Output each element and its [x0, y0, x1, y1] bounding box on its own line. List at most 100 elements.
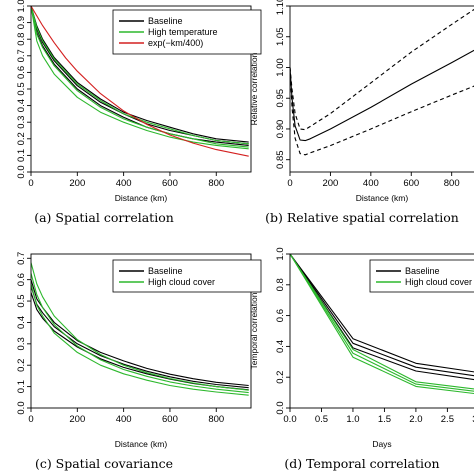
y-tick-label: 0.3 — [16, 337, 27, 350]
y-tick-label: 0.6 — [16, 66, 27, 79]
y-tick-label: 0.1 — [16, 149, 27, 162]
series-line-2-2 — [31, 273, 249, 394]
y-tick-label: 0.9 — [16, 16, 27, 29]
series-line-2-3 — [290, 254, 474, 390]
chart-panel-3: 0 200 400 600 800 0.0 0.1 0.2 0.3 0.4 0.5 0.6 0.7 Dis… — [16, 252, 262, 471]
x-tick-label: 0.0 — [283, 414, 296, 425]
y-tick-label: 1.0 — [16, 0, 27, 13]
panel-caption: (b) Relative spatial correlation — [265, 210, 459, 225]
y-tick-label: 1.10 — [275, 0, 286, 15]
x-tick-label: 0.5 — [315, 414, 328, 425]
x-tick-label: 2.5 — [441, 414, 454, 425]
x-axis-label: Distance (km) — [356, 193, 409, 203]
y-tick-label: 1.05 — [275, 27, 286, 46]
series-group — [31, 6, 249, 157]
y-tick-label: 0.4 — [16, 316, 27, 329]
y-tick-label: 0.2 — [16, 132, 27, 145]
y-tick-label: 0.1 — [16, 380, 27, 393]
x-tick-label: 400 — [116, 414, 132, 425]
x-tick-label: 600 — [162, 414, 178, 425]
series-line-1-3 — [31, 6, 249, 143]
x-tick-label: 200 — [69, 178, 85, 189]
y-tick-label: 0.0 — [16, 165, 27, 178]
series-line-2-3 — [31, 262, 249, 391]
y-tick-label: 0.5 — [16, 82, 27, 95]
plot-frame — [289, 253, 474, 409]
y-tick-label: 0.4 — [16, 99, 27, 112]
series-line-2-1 — [31, 6, 249, 150]
chart-panel-2: 0 200 400 600 800 0.85 0.90 0.95 1.00 1.05 1.10 Dis… — [249, 0, 474, 225]
x-tick-label: 1.0 — [346, 414, 359, 425]
y-tick-label: 0.8 — [16, 33, 27, 46]
x-tick-label: 800 — [444, 178, 460, 189]
y-axis-label: Temporal correlation — [249, 292, 259, 369]
x-tick-label: 1.5 — [378, 414, 391, 425]
series-line-3-1 — [290, 67, 474, 156]
series-line-2-1 — [31, 283, 249, 396]
legend-label: exp(−km/400) — [148, 38, 203, 48]
series-line-3-1 — [31, 6, 249, 157]
y-tick-label: 1.00 — [275, 58, 286, 77]
series-line-2-2 — [290, 254, 474, 392]
series-line-2-1 — [290, 8, 474, 131]
series-group — [290, 254, 474, 395]
y-tick-label: 0.4 — [275, 340, 286, 353]
legend-label: High cloud cover — [405, 277, 472, 287]
y-tick-label: 0.7 — [16, 252, 27, 265]
series-line-1-1 — [290, 49, 474, 142]
panel-caption: (d) Temporal correlation — [284, 456, 439, 471]
x-axis-label: Distance (km) — [115, 193, 168, 203]
y-tick-label: 0.2 — [16, 359, 27, 372]
y-tick-label: 0.5 — [16, 294, 27, 307]
x-tick-label: 0 — [28, 414, 33, 425]
legend-label: Baseline — [148, 266, 183, 276]
chart-panel-4: 0.0 0.5 1.0 1.5 2.0 2.5 3.0 0.0 0.2 0.4 0.6 0.8 1.0 D… — [249, 247, 474, 471]
y-tick-label: 0.8 — [275, 278, 286, 291]
y-tick-label: 0.3 — [16, 116, 27, 129]
y-tick-label: 0.0 — [275, 401, 286, 414]
y-tick-label: 0.6 — [16, 273, 27, 286]
chart-panel-1: 0 200 400 600 800 0.0 0.1 0.2 0.3 0.4 0.5 0.6 0.7 0.8… — [16, 0, 262, 225]
panel-caption: (c) Spatial covariance — [35, 456, 173, 471]
legend-label: Baseline — [148, 16, 183, 26]
plot-frame — [30, 253, 252, 409]
legend-box — [369, 259, 474, 293]
y-tick-label: 0.90 — [275, 120, 286, 139]
series-group — [290, 8, 474, 156]
legend-label: Baseline — [405, 266, 440, 276]
x-tick-label: 0 — [28, 178, 33, 189]
series-line-1-3 — [290, 254, 474, 373]
y-axis-label: Relative correlation — [249, 52, 259, 125]
legend-label: High cloud cover — [148, 277, 215, 287]
x-tick-label: 400 — [363, 178, 379, 189]
x-tick-label: 3.0 — [472, 414, 474, 425]
y-tick-label: 1.0 — [275, 247, 286, 260]
x-tick-label: 400 — [116, 178, 132, 189]
y-tick-label: 0.95 — [275, 89, 286, 108]
x-tick-label: 800 — [208, 178, 224, 189]
series-line-2-1 — [290, 254, 474, 395]
series-line-2-2 — [31, 6, 249, 148]
legend-label: High temperature — [148, 27, 218, 37]
x-tick-label: 2.0 — [409, 414, 422, 425]
x-axis-label: Distance (km) — [115, 439, 168, 449]
y-tick-label: 0.85 — [275, 150, 286, 169]
y-tick-label: 0.7 — [16, 49, 27, 62]
panel-caption: (a) Spatial correlation — [34, 210, 174, 225]
x-axis-label: Days — [372, 439, 391, 449]
series-group — [31, 262, 249, 396]
x-tick-label: 200 — [69, 414, 85, 425]
series-line-1-2 — [290, 254, 474, 377]
x-tick-label: 0 — [287, 178, 292, 189]
y-tick-label: 0.2 — [275, 371, 286, 384]
x-tick-label: 600 — [162, 178, 178, 189]
y-tick-label: 0.6 — [275, 309, 286, 322]
plot-frame — [289, 5, 474, 173]
x-tick-label: 200 — [322, 178, 338, 189]
x-tick-label: 600 — [403, 178, 419, 189]
legend-box — [112, 259, 262, 293]
